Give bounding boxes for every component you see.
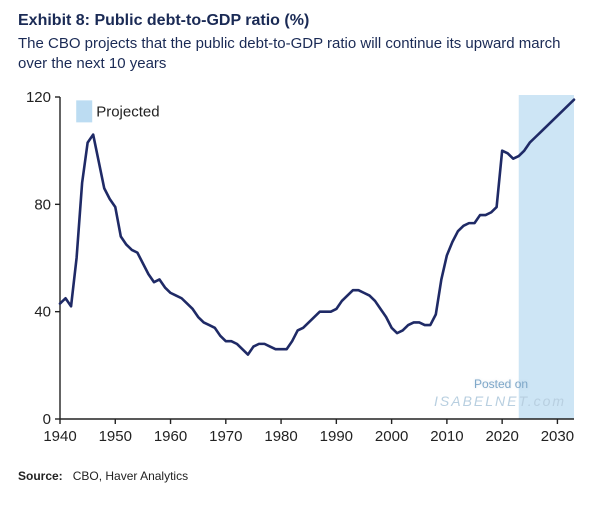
- x-tick-label: 1990: [320, 428, 353, 445]
- watermark-site: ISABELNET.com: [434, 393, 566, 409]
- x-tick-label: 1950: [99, 428, 132, 445]
- y-tick-label: 80: [34, 196, 51, 213]
- x-tick-label: 1960: [154, 428, 187, 445]
- source-text: CBO, Haver Analytics: [73, 469, 188, 483]
- y-tick-label: 40: [34, 303, 51, 320]
- legend-label: Projected: [96, 103, 159, 120]
- source-label: Source:: [18, 469, 63, 483]
- source-line: Source: CBO, Haver Analytics: [18, 469, 582, 483]
- debt-gdp-line: [60, 99, 574, 354]
- exhibit-title: Exhibit 8: Public debt-to-GDP ratio (%): [18, 12, 582, 30]
- exhibit-subtitle: The CBO projects that the public debt-to…: [18, 34, 582, 75]
- y-tick-label: 0: [43, 411, 51, 428]
- chart-area: 0 40 80 120 1940 1950 1960 1970 1980 1990 2000 2010…: [18, 89, 578, 459]
- x-tick-label: 2000: [375, 428, 408, 445]
- projected-band: [519, 95, 574, 419]
- x-tick-label: 1970: [209, 428, 242, 445]
- x-tick-label: 1940: [43, 428, 76, 445]
- legend-swatch: [76, 100, 92, 122]
- y-tick-label: 120: [26, 89, 51, 106]
- x-tick-label: 2020: [485, 428, 518, 445]
- x-tick-label: 2030: [541, 428, 574, 445]
- watermark-posted: Posted on: [474, 377, 528, 391]
- x-tick-label: 1980: [264, 428, 297, 445]
- x-tick-label: 2010: [430, 428, 463, 445]
